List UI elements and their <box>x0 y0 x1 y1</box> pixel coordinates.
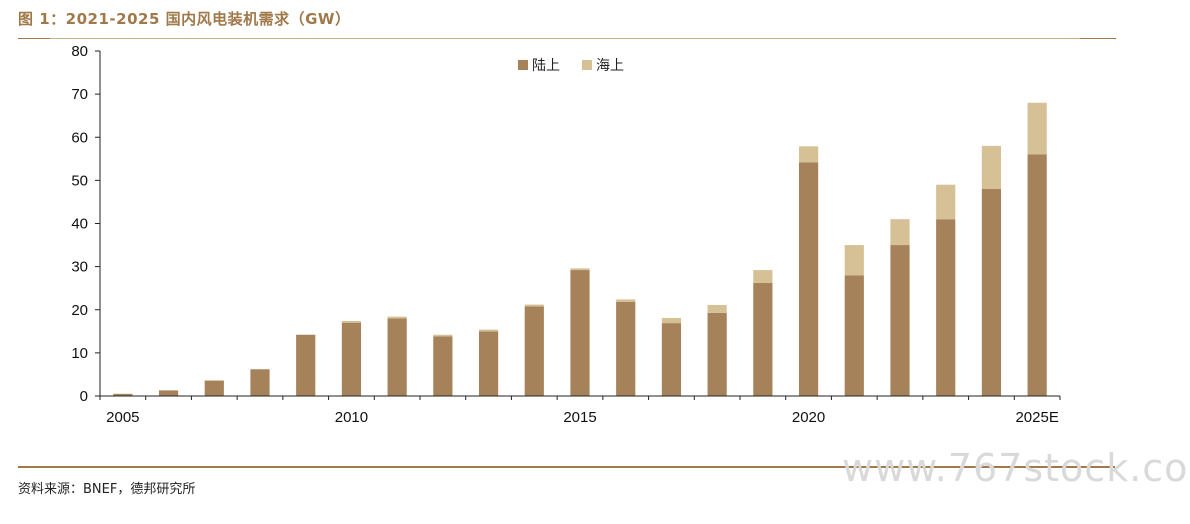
bar-offshore-2025E <box>1027 102 1047 155</box>
bar-offshore-2007 <box>204 380 224 381</box>
y-tick-label: 30 <box>71 259 88 276</box>
bar-offshore-2018 <box>707 305 727 313</box>
bar-offshore-2010 <box>341 320 362 323</box>
bar-offshore-2015 <box>570 268 590 271</box>
bar-offshore-2016 <box>616 299 636 302</box>
watermark: www.767stock.com <box>842 446 1190 490</box>
y-tick-label: 40 <box>71 216 88 233</box>
legend-swatch-onshore <box>518 60 528 70</box>
bar-onshore-2012 <box>433 336 453 396</box>
bar-onshore-2016 <box>616 301 636 396</box>
bar-offshore-2017 <box>661 317 682 324</box>
x-tick-label: 2020 <box>792 409 825 426</box>
y-tick-label: 20 <box>71 302 88 319</box>
bar-onshore-2023 <box>936 219 956 396</box>
bar-onshore-2011 <box>387 318 407 397</box>
y-tick-label: 60 <box>71 129 88 146</box>
bar-onshore-2015 <box>570 270 590 396</box>
legend-swatch-offshore <box>582 60 592 70</box>
bar-onshore-2013 <box>478 331 499 396</box>
legend-label-onshore: 陆上 <box>532 58 560 74</box>
figure-title: 图 1：2021-2025 国内风电装机需求（GW） <box>18 10 351 28</box>
bar-onshore-2014 <box>524 306 544 396</box>
bar-offshore-2012 <box>433 334 453 337</box>
bar-onshore-2007 <box>204 380 224 396</box>
title-rule-accent-left <box>18 38 50 39</box>
bar-onshore-2022 <box>890 245 910 396</box>
x-tick-label: 2010 <box>335 409 368 426</box>
y-tick-label: 80 <box>71 43 88 60</box>
bar-onshore-2017 <box>661 323 682 396</box>
bar-offshore-2021 <box>844 245 864 276</box>
bar-onshore-2005 <box>113 393 133 396</box>
bar-onshore-2019 <box>753 283 773 396</box>
y-tick-label: 50 <box>71 172 88 189</box>
bar-onshore-2010 <box>341 322 362 396</box>
footer-rule <box>18 466 1115 468</box>
axes-group: 0 10 20 30 40 50 60 70 80 2005 2010 2015 2020 2025E <box>71 43 1061 426</box>
bars-group <box>113 102 1047 397</box>
bar-onshore-2021 <box>844 275 864 396</box>
x-tick-label: 2015 <box>563 409 596 426</box>
y-tick-label: 10 <box>71 345 88 362</box>
bar-onshore-2018 <box>707 312 727 396</box>
bar-onshore-2024 <box>981 189 1002 396</box>
bar-offshore-2024 <box>981 145 1002 190</box>
bar-offshore-2019 <box>753 270 773 284</box>
bar-onshore-2020 <box>798 162 819 396</box>
legend-label-offshore: 海上 <box>596 58 624 74</box>
title-rule-accent-right <box>1080 38 1116 39</box>
bar-offshore-2013 <box>478 329 499 332</box>
bar-onshore-2025E <box>1027 154 1047 396</box>
bar-onshore-2009 <box>296 334 316 396</box>
bar-onshore-2008 <box>250 369 270 396</box>
x-tick-label: 2005 <box>106 409 139 426</box>
bar-offshore-2014 <box>524 304 544 307</box>
y-tick-label: 70 <box>71 86 88 103</box>
legend: 陆上 海上 <box>518 58 624 74</box>
bar-offshore-2022 <box>890 219 910 246</box>
bar-offshore-2011 <box>387 316 407 319</box>
bar-offshore-2020 <box>798 146 819 163</box>
bar-offshore-2023 <box>936 184 956 220</box>
y-tick-label: 0 <box>80 388 88 405</box>
bar-onshore-2006 <box>158 390 179 396</box>
title-rule <box>50 38 1080 39</box>
source-note: 资料来源：BNEF，德邦研究所 <box>18 482 196 497</box>
x-tick-label: 2025E <box>1015 409 1058 426</box>
